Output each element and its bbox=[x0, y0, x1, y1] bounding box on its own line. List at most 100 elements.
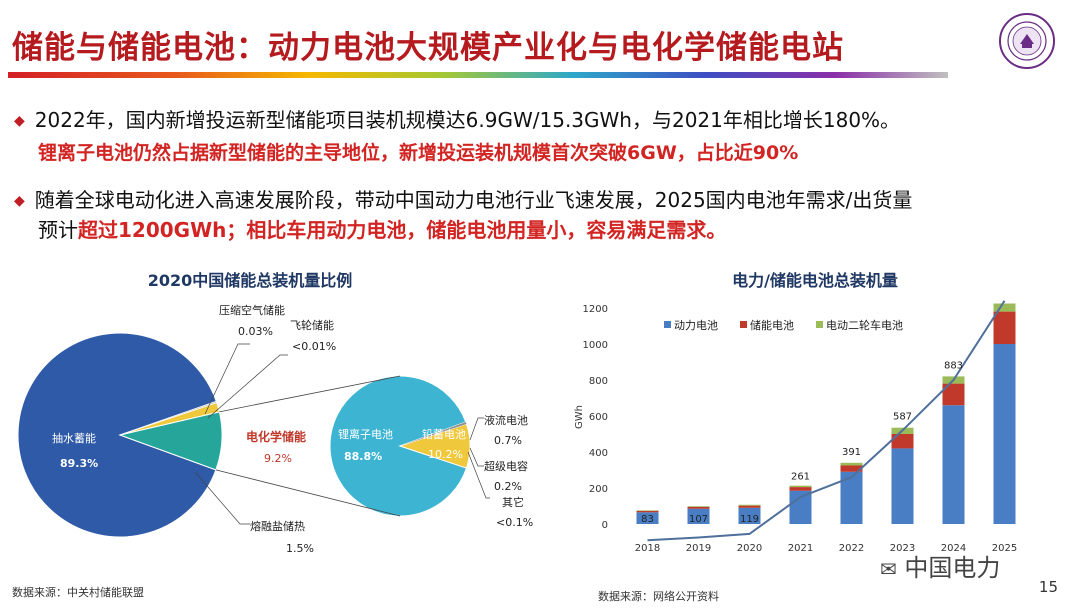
bar-segment bbox=[687, 506, 710, 507]
bar-segment bbox=[789, 487, 812, 491]
bar-segment bbox=[738, 507, 761, 524]
label-lead-acid-value: 10.2% bbox=[428, 448, 463, 461]
bar-segment bbox=[636, 510, 659, 513]
x-tick-label: 2020 bbox=[737, 543, 762, 554]
leader-others bbox=[467, 451, 490, 499]
legend-label: 动力电池 bbox=[674, 319, 718, 332]
label-lithium-ion-value: 88.8% bbox=[344, 450, 382, 463]
bar-segment bbox=[942, 383, 965, 406]
label-flywheel-value: <0.01% bbox=[292, 340, 336, 353]
label-flow-battery: 液流电池 bbox=[484, 413, 528, 427]
label-flow-battery-value: 0.7% bbox=[494, 434, 522, 447]
bar-segment bbox=[738, 505, 761, 508]
label-others: 其它 bbox=[502, 495, 524, 509]
bullet-2-line-2: 预计超过1200GWh；相比车用动力电池，储能电池用量小，容易满足需求。 bbox=[38, 214, 726, 243]
watermark: ✉ 中国电力 bbox=[880, 548, 1000, 583]
bar-chart-title: 电力/储能电池总装机量 bbox=[732, 271, 898, 290]
wechat-icon: ✉ bbox=[880, 557, 897, 581]
bar-segment bbox=[993, 311, 1016, 344]
trend-line bbox=[647, 300, 1006, 542]
x-tick-label: 2024 bbox=[941, 543, 966, 554]
source-note-left: 数据来源：中关村储能联盟 bbox=[12, 586, 144, 599]
label-electrochemical-value: 9.2% bbox=[264, 452, 292, 465]
slide-title: 储能与储能电池：动力电池大规模产业化与电化学储能电站 bbox=[12, 30, 844, 66]
leader-supercapacitor bbox=[469, 447, 484, 467]
title-divider bbox=[8, 72, 948, 78]
y-tick-label: 1000 bbox=[583, 340, 608, 351]
bar-segment bbox=[687, 506, 710, 509]
x-tick-label: 2018 bbox=[635, 543, 660, 554]
x-tick-label: 2019 bbox=[686, 543, 711, 554]
label-supercapacitor-value: 0.2% bbox=[494, 480, 522, 493]
leader-molten-salt bbox=[194, 471, 250, 525]
legend-label: 储能电池 bbox=[750, 318, 794, 332]
x-tick-label: 2025 bbox=[992, 543, 1017, 554]
leader-flow-battery bbox=[469, 417, 484, 441]
pie-slice-compressed-air bbox=[119, 401, 218, 436]
x-tick-label: 2021 bbox=[788, 543, 813, 554]
watermark-text: 中国电力 bbox=[904, 554, 1001, 582]
label-lead-acid: 铅蓄电池 bbox=[422, 427, 466, 441]
bullet-1-highlight: 锂离子电池仍然占据新型储能的主导地位，新增投运装机规模首次突破6GW，占比近90… bbox=[38, 142, 799, 164]
data-label: 391 bbox=[842, 447, 861, 458]
data-label: 261 bbox=[791, 472, 810, 483]
bar-segment bbox=[687, 508, 710, 524]
label-lithium-ion: 锂离子电池 bbox=[338, 427, 393, 441]
label-molten-salt-value: 1.5% bbox=[286, 542, 314, 555]
y-tick-label: 200 bbox=[589, 484, 608, 495]
bar-segment bbox=[891, 448, 914, 524]
label-others-value: <0.1% bbox=[496, 516, 533, 529]
connector-line-top bbox=[219, 375, 401, 413]
label-compressed-air-value: 0.03% bbox=[238, 325, 273, 338]
source-note-right: 数据来源：网络公开资料 bbox=[598, 590, 719, 603]
label-molten-salt: 熔融盐储热 bbox=[250, 519, 305, 533]
bar-segment bbox=[891, 434, 914, 449]
label-pumped-hydro: 抽水蓄能 bbox=[52, 431, 96, 445]
legend-swatch bbox=[740, 321, 747, 328]
diamond-bullet-icon: ◆ bbox=[14, 113, 25, 129]
bar-segment bbox=[993, 303, 1016, 312]
y-axis-label: GWh bbox=[574, 405, 585, 429]
bar-segment bbox=[789, 485, 812, 488]
x-tick-label: 2022 bbox=[839, 543, 864, 554]
label-compressed-air: 压缩空气储能 bbox=[219, 303, 285, 317]
label-electrochemical: 电化学储能 bbox=[246, 429, 306, 444]
data-label: 119 bbox=[740, 514, 759, 525]
leader-flywheel bbox=[207, 354, 288, 419]
sub-pie-slice-others bbox=[400, 421, 467, 446]
bullet-1: ◆ 2022年，国内新增投运新型储能项目装机规模达6.9GW/15.3GWh，与2… bbox=[14, 104, 900, 133]
bullet-2-highlight: 超过1200GWh；相比车用动力电池，储能电池用量小，容易满足需求。 bbox=[78, 218, 727, 242]
y-tick-label: 600 bbox=[589, 412, 608, 423]
y-tick-label: 1200 bbox=[583, 304, 608, 315]
pie-slice-pumped-hydro bbox=[17, 332, 217, 538]
bullet-1-text: 2022年，国内新增投运新型储能项目装机规模达6.9GW/15.3GWh，与20… bbox=[34, 108, 901, 132]
diamond-bullet-icon: ◆ bbox=[14, 193, 25, 209]
bullet-2-prefix: 预计 bbox=[38, 218, 78, 242]
bullet-2-text: 随着全球电动化进入高速发展阶段，带动中国动力电池行业飞速发展，2025国内电池年… bbox=[34, 188, 913, 212]
connector-line-bottom bbox=[215, 469, 401, 517]
sub-pie-slice-lead-acid bbox=[398, 423, 471, 469]
sub-pie-slice-lithium-ion bbox=[329, 375, 468, 517]
bullet-2: ◆ 随着全球电动化进入高速发展阶段，带动中国动力电池行业飞速发展，2025国内电池… bbox=[14, 184, 912, 213]
bar-segment bbox=[789, 490, 812, 524]
battery-capacity-bar-chart: 电力/储能电池总装机量 0 200 400 600 800 1000 1200 GWh 2018… bbox=[574, 271, 1017, 554]
data-label: 587 bbox=[893, 412, 912, 423]
data-label: 107 bbox=[689, 514, 708, 525]
x-tick-label: 2023 bbox=[890, 543, 915, 554]
y-tick-label: 400 bbox=[589, 448, 608, 459]
bar-segment bbox=[840, 465, 863, 472]
pie-chart-title: 2020中国储能总装机量比例 bbox=[148, 271, 353, 290]
bar-segment bbox=[840, 462, 863, 466]
label-pumped-hydro-value: 89.3% bbox=[60, 457, 98, 470]
legend-label: 电动二轮车电池 bbox=[826, 318, 903, 332]
storage-capacity-pie-chart: 2020中国储能总装机量比例 抽水蓄能 89.3% 电化学储能 9.2% 压缩空气储能 0… bbox=[17, 271, 533, 555]
label-flywheel: 飞轮储能 bbox=[290, 318, 334, 332]
university-seal-icon bbox=[999, 13, 1055, 69]
y-tick-label: 800 bbox=[589, 376, 608, 387]
y-tick-label: 0 bbox=[602, 520, 608, 531]
bar-segment bbox=[636, 510, 659, 511]
legend-swatch bbox=[664, 321, 671, 328]
bar-segment bbox=[738, 504, 761, 506]
label-supercapacitor: 超级电容 bbox=[484, 459, 528, 473]
page-number: 15 bbox=[1038, 578, 1058, 596]
